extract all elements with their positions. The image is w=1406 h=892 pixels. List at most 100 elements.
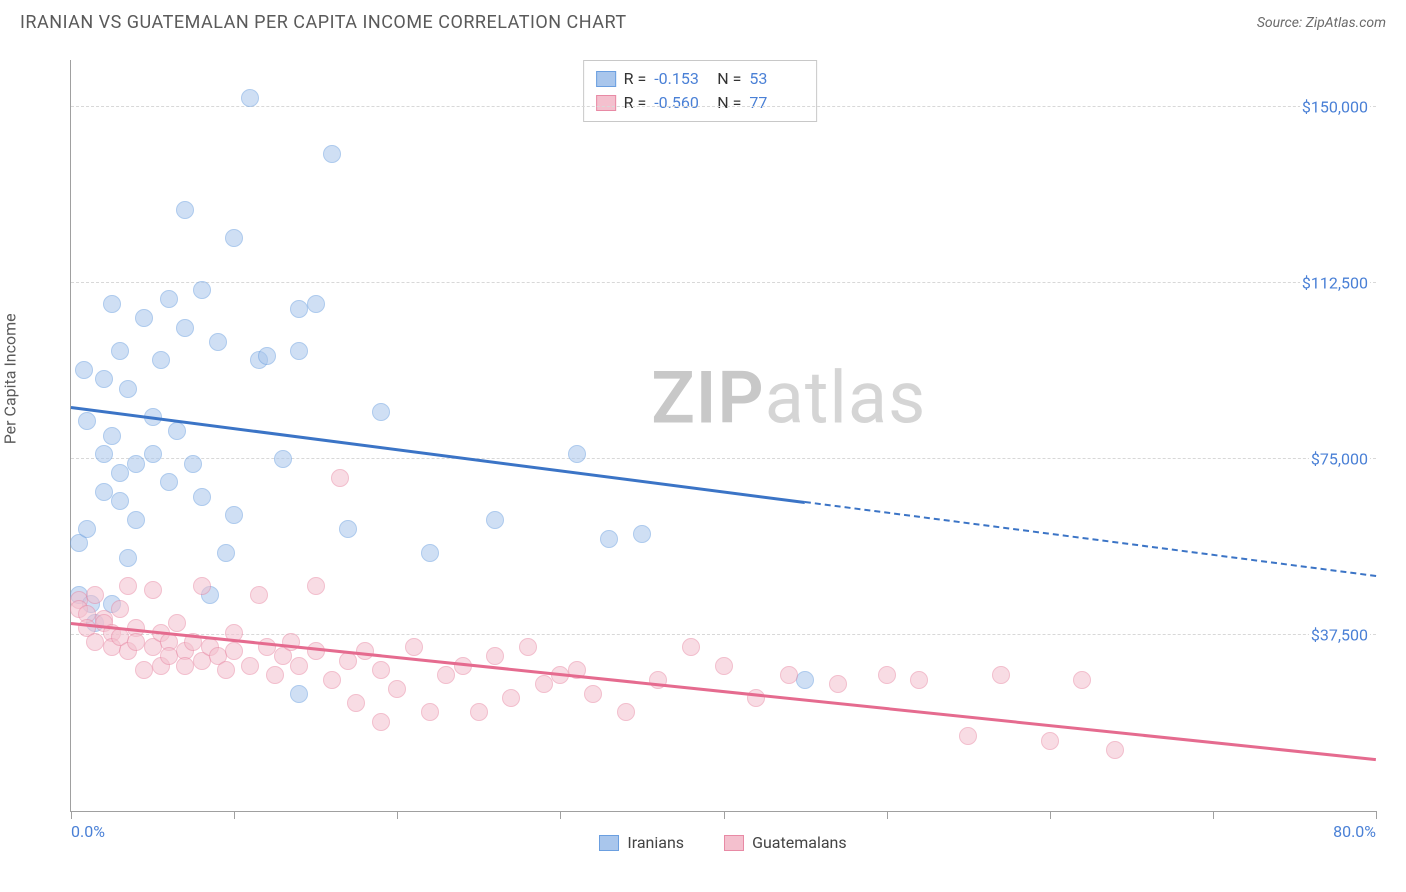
data-point [258,347,276,365]
data-point [184,455,202,473]
data-point [193,577,211,595]
data-point [519,638,537,656]
chart-container: Per Capita Income ZIPatlas R = -0.153 N … [20,50,1386,872]
data-point [209,333,227,351]
data-point [1073,671,1091,689]
data-point [910,671,928,689]
swatch-guatemalans [596,95,616,111]
data-point [95,445,113,463]
swatch-iranians [596,71,616,87]
data-point [168,422,186,440]
data-point [682,638,700,656]
data-point [290,685,308,703]
data-point [307,642,325,660]
gridline [71,282,1376,283]
data-point [168,614,186,632]
data-point [241,657,259,675]
x-tick [1376,811,1377,819]
data-point [111,600,129,618]
y-tick-label: $150,000 [1300,97,1370,116]
data-point [437,666,455,684]
data-point [127,455,145,473]
legend-bottom: Iranians Guatemalans [70,833,1376,852]
data-point [111,464,129,482]
stats-row-guatemalans: R = -0.560 N = 77 [596,91,805,115]
data-point [135,309,153,327]
data-point [217,661,235,679]
data-point [470,703,488,721]
gridline [71,106,1376,107]
data-point [1106,741,1124,759]
data-point [176,319,194,337]
data-point [176,657,194,675]
data-point [266,666,284,684]
data-point [421,703,439,721]
legend-label: Guatemalans [752,833,847,852]
x-tick [724,811,725,819]
stats-legend-box: R = -0.153 N = 53 R = -0.560 N = 77 [583,60,818,122]
data-point [160,473,178,491]
data-point [193,488,211,506]
data-point [829,675,847,693]
gridline [71,458,1376,459]
stats-row-iranians: R = -0.153 N = 53 [596,67,805,91]
data-point [290,300,308,318]
data-point [225,506,243,524]
data-point [111,492,129,510]
data-point [119,549,137,567]
data-point [176,201,194,219]
data-point [780,666,798,684]
data-point [502,689,520,707]
trend-line [71,623,1376,759]
data-point [274,450,292,468]
data-point [160,290,178,308]
data-point [290,657,308,675]
x-tick [397,811,398,819]
data-point [600,530,618,548]
data-point [127,511,145,529]
legend-label: Iranians [627,833,684,852]
data-point [405,638,423,656]
y-tick-label: $75,000 [1309,449,1370,468]
data-point [103,427,121,445]
x-tick [560,811,561,819]
legend-item-iranians: Iranians [599,833,684,852]
data-point [119,380,137,398]
data-point [1041,732,1059,750]
data-point [339,652,357,670]
data-point [290,342,308,360]
data-point [323,145,341,163]
data-point [250,586,268,604]
data-point [144,445,162,463]
data-point [225,642,243,660]
data-point [144,581,162,599]
y-axis-label: Per Capita Income [1,313,20,444]
data-point [152,351,170,369]
data-point [959,727,977,745]
data-point [486,647,504,665]
data-point [307,295,325,313]
data-point [486,511,504,529]
x-tick [887,811,888,819]
data-point [372,713,390,731]
data-point [584,685,602,703]
data-point [992,666,1010,684]
data-point [347,694,365,712]
data-point [372,661,390,679]
trend-line [71,407,1376,576]
data-point [111,342,129,360]
x-tick [1050,811,1051,819]
data-point [119,577,137,595]
data-point [307,577,325,595]
data-point [127,633,145,651]
data-point [135,661,153,679]
data-point [78,412,96,430]
data-point [372,403,390,421]
data-point [633,525,651,543]
x-tick [71,811,72,819]
swatch-guatemalans [724,835,744,851]
data-point [193,281,211,299]
watermark: ZIPatlas [651,355,926,440]
y-tick-label: $112,500 [1300,273,1370,292]
data-point [160,647,178,665]
